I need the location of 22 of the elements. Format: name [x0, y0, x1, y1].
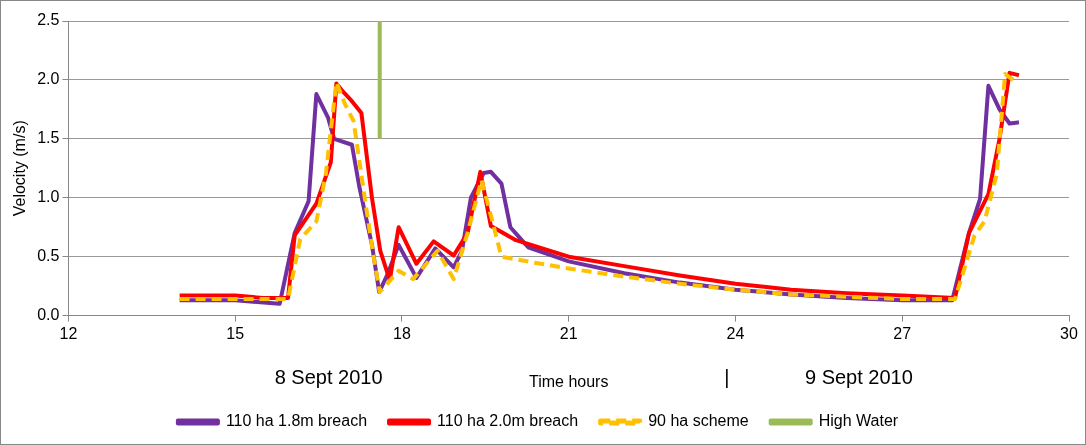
y-tick-label: 1.0	[37, 188, 60, 206]
x-axis-title: Time hours	[529, 372, 609, 390]
y-tick-label: 0.0	[37, 306, 60, 324]
y-tick-label: 1.5	[37, 129, 60, 147]
legend-label: 110 ha 1.8m breach	[225, 412, 368, 430]
x-tick-label: 15	[226, 324, 245, 342]
legend-label: High Water	[818, 412, 899, 430]
y-axis-title: Velocity (m/s)	[11, 120, 29, 217]
text: 9 Sept 2010	[804, 366, 913, 389]
text: 8 Sept 2010	[274, 366, 383, 389]
x-tick-label: 27	[893, 324, 912, 342]
x-tick-label: 21	[559, 324, 578, 342]
x-tick-label: 18	[393, 324, 411, 342]
text: |	[724, 366, 730, 389]
x-tick-label: 12	[59, 324, 78, 342]
x-tick-label: 24	[726, 324, 745, 342]
y-tick-label: 2.0	[37, 70, 60, 88]
legend-label: 90 ha scheme	[648, 412, 749, 430]
legend-label: 110 ha 2.0m breach	[437, 412, 579, 430]
y-tick-label: 2.5	[37, 11, 60, 29]
y-tick-label: 0.5	[37, 247, 60, 265]
x-tick-label: 30	[1060, 324, 1078, 342]
